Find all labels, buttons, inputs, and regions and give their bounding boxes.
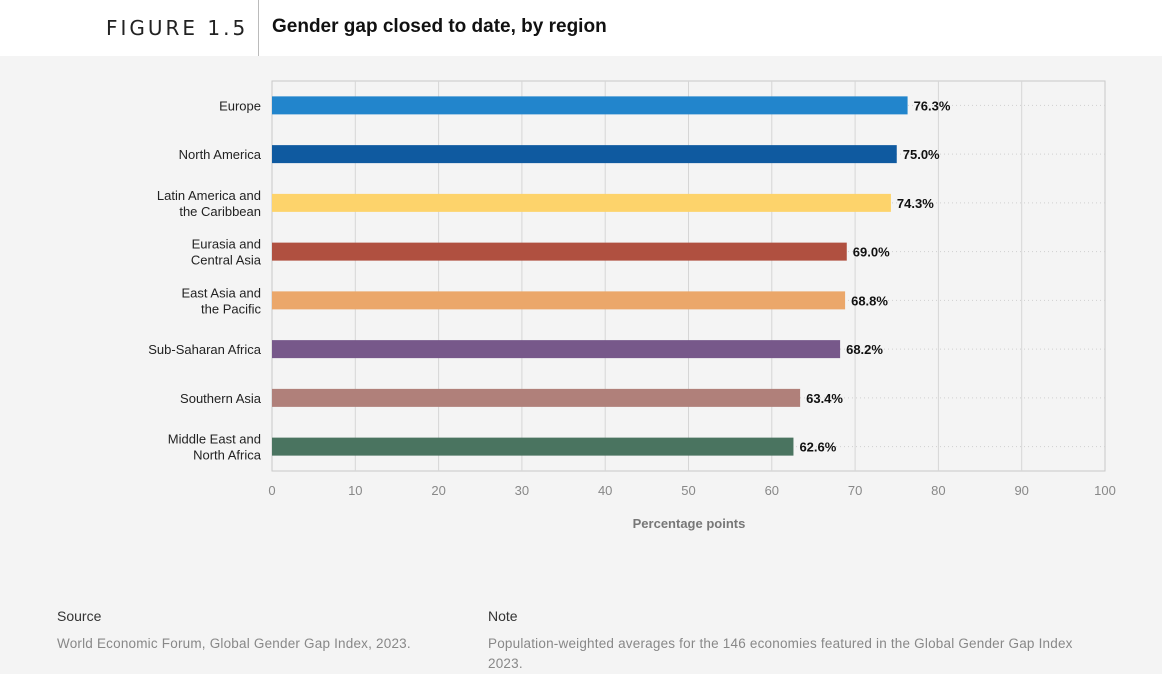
x-tick-label: 100 bbox=[1094, 483, 1116, 498]
source-text: World Economic Forum, Global Gender Gap … bbox=[57, 636, 411, 651]
bar bbox=[272, 145, 897, 164]
bar bbox=[272, 340, 841, 359]
bar bbox=[272, 193, 891, 212]
category-label: Sub-Saharan Africa bbox=[148, 342, 262, 357]
bar bbox=[272, 242, 847, 261]
x-tick-label: 40 bbox=[598, 483, 612, 498]
category-label: Latin America and the Caribbean bbox=[157, 188, 261, 219]
source-section: Source World Economic Forum, Global Gend… bbox=[57, 608, 457, 654]
bar bbox=[272, 437, 794, 456]
note-text: Population-weighted averages for the 146… bbox=[488, 636, 1073, 671]
bar-value-label: 63.4% bbox=[806, 391, 843, 406]
bar bbox=[272, 291, 846, 310]
note-section: Note Population-weighted averages for th… bbox=[488, 608, 1088, 674]
category-label: Middle East and North Africa bbox=[168, 432, 262, 463]
bar-value-label: 69.0% bbox=[853, 245, 890, 260]
bars bbox=[272, 96, 908, 456]
gridlines bbox=[271, 80, 1106, 472]
x-axis-title: Percentage points bbox=[633, 516, 746, 531]
x-tick-label: 80 bbox=[931, 483, 945, 498]
category-label: Southern Asia bbox=[180, 391, 262, 406]
value-labels: 76.3% 75.0% 74.3% 69.0% 68.8% 68.2% 63.4% 62.6% bbox=[799, 98, 950, 454]
category-label: Europe bbox=[219, 98, 261, 113]
bar-value-label: 68.8% bbox=[851, 293, 888, 308]
figure-label: FIGURE 1.5 bbox=[106, 16, 249, 40]
figure-header: FIGURE 1.5 Gender gap closed to date, by… bbox=[0, 0, 1162, 56]
bar-value-label: 75.0% bbox=[903, 147, 940, 162]
bar-value-label: 62.6% bbox=[799, 440, 836, 455]
bar bbox=[272, 388, 801, 407]
category-label: Eurasia and Central Asia bbox=[191, 237, 262, 268]
category-label: North America bbox=[179, 147, 262, 162]
x-tick-label: 20 bbox=[431, 483, 445, 498]
bar-value-label: 76.3% bbox=[914, 98, 951, 113]
figure-title: Gender gap closed to date, by region bbox=[272, 16, 607, 37]
x-tick-label: 0 bbox=[268, 483, 275, 498]
bar-chart: Europe North America Latin America and the … bbox=[148, 80, 1116, 531]
bar bbox=[272, 96, 908, 115]
source-heading: Source bbox=[57, 608, 102, 624]
x-tick-label: 50 bbox=[681, 483, 695, 498]
x-tick-label: 60 bbox=[765, 483, 779, 498]
category-labels: Europe North America Latin America and the … bbox=[148, 98, 262, 462]
x-axis-ticks: 0 10 20 30 40 50 60 70 80 90 100 bbox=[268, 483, 1115, 498]
x-tick-label: 10 bbox=[348, 483, 362, 498]
x-tick-label: 90 bbox=[1014, 483, 1028, 498]
bar-value-label: 68.2% bbox=[846, 342, 883, 357]
note-heading: Note bbox=[488, 608, 518, 624]
x-tick-label: 70 bbox=[848, 483, 862, 498]
header-divider bbox=[258, 0, 259, 56]
bar-value-label: 74.3% bbox=[897, 196, 934, 211]
category-label: East Asia and the Pacific bbox=[182, 285, 262, 316]
x-tick-label: 30 bbox=[515, 483, 529, 498]
